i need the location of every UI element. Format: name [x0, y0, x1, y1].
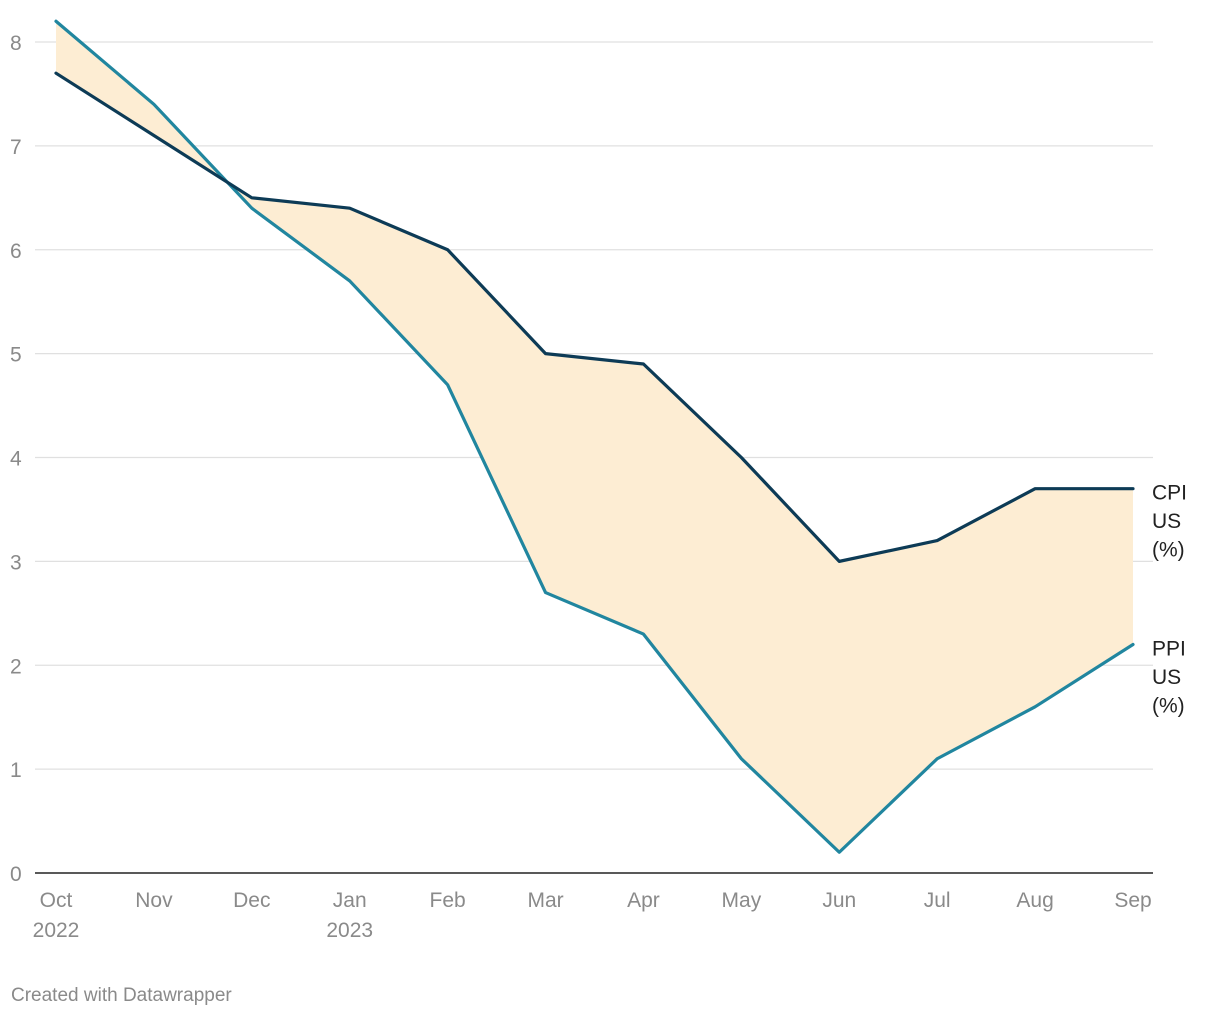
y-tick-label: 2 [10, 655, 22, 678]
series-label-ppi: (%) [1152, 694, 1185, 717]
x-tick-label-year: 2023 [326, 919, 373, 942]
y-tick-label: 6 [10, 240, 22, 263]
x-tick-label: Jan [333, 889, 367, 912]
series-lines [54, 19, 1135, 854]
y-tick-label: 3 [10, 551, 22, 574]
y-tick-label: 7 [10, 136, 22, 159]
area-fill [56, 21, 1133, 853]
series-label-cpi: CPI [1152, 482, 1187, 505]
y-tick-label: 4 [10, 448, 22, 471]
area-between-series [56, 21, 1133, 853]
x-tick-label: Mar [527, 889, 563, 912]
series-line-cpi [54, 71, 1135, 563]
y-tick-label: 1 [10, 759, 22, 782]
y-axis: 0 1 2 3 4 5 6 7 8 [10, 32, 1153, 886]
x-tick-label: Aug [1016, 889, 1053, 912]
credit-text: Created with Datawrapper [11, 985, 232, 1006]
x-tick-label: Feb [430, 889, 466, 912]
x-tick-label: Oct [40, 889, 73, 912]
x-axis: Oct 2022 Nov Dec Jan 2023 Feb Mar Apr May Jun Jul Au… [33, 889, 1152, 942]
series-line-ppi [54, 19, 1135, 854]
series-label-ppi: PPI [1152, 637, 1186, 660]
x-tick-label: Nov [135, 889, 173, 912]
x-tick-label: Apr [627, 889, 660, 912]
x-tick-label: Jul [924, 889, 951, 912]
x-tick-label: Sep [1114, 889, 1151, 912]
series-labels: CPI US (%) PPI US (%) [1152, 482, 1187, 718]
series-label-ppi: US [1152, 666, 1181, 689]
x-tick-label-year: 2022 [33, 919, 80, 942]
x-tick-label: Dec [233, 889, 270, 912]
x-tick-label: Jun [822, 889, 856, 912]
y-tick-label: 5 [10, 344, 22, 367]
x-tick-label: May [722, 889, 762, 912]
y-tick-label: 0 [10, 863, 22, 886]
y-tick-label: 8 [10, 32, 22, 55]
series-label-cpi: US [1152, 510, 1181, 533]
series-label-cpi: (%) [1152, 539, 1185, 562]
